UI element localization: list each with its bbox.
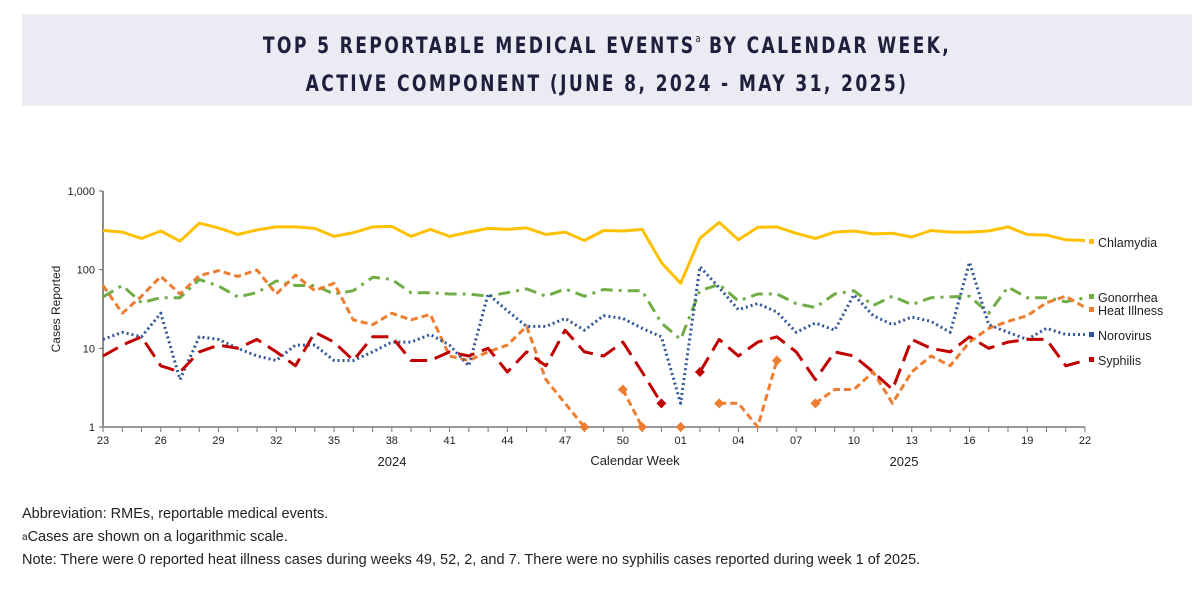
diamond-marker-heat-illness xyxy=(714,398,725,409)
diamond-marker-heat-illness xyxy=(579,422,590,432)
legend-label-gonorrhea: Gonorrhea xyxy=(1098,291,1158,305)
x-tick-label: 22 xyxy=(1079,435,1091,447)
diamond-marker-heat-illness xyxy=(617,384,628,395)
x-tick-label: 13 xyxy=(906,435,918,447)
y-tick-label: 10 xyxy=(83,343,95,355)
legend-label-syphilis: Syphilis xyxy=(1098,354,1141,368)
legend-label-heat-illness: Heat Illness xyxy=(1098,304,1163,318)
x-tick-label: 29 xyxy=(212,435,224,447)
footnotes: Abbreviation: RMEs, reportable medical e… xyxy=(22,503,920,572)
x-tick-label: 07 xyxy=(790,435,802,447)
diamond-marker-heat-illness xyxy=(771,355,782,366)
x-tick-label: 23 xyxy=(97,435,109,447)
y-tick-label: 100 xyxy=(77,265,95,277)
zero-cases-note: Note: There were 0 reported heat illness… xyxy=(22,552,921,568)
title-banner: TOP 5 REPORTABLE MEDICAL EVENTSa BY CALE… xyxy=(22,14,1192,106)
diamond-marker-syphilis xyxy=(656,398,667,409)
log-scale-footnote: aCases are shown on a logarithmic scale. xyxy=(22,529,288,545)
series-line-syphilis xyxy=(102,328,1086,405)
legend-marker-norovirus xyxy=(1089,332,1094,337)
x-tick-label: 50 xyxy=(617,435,629,447)
year-label-2025: 2025 xyxy=(890,454,919,469)
x-tick-label: 32 xyxy=(270,435,282,447)
x-tick-label: 26 xyxy=(155,435,167,447)
x-tick-label: 19 xyxy=(1021,435,1033,447)
x-tick-label: 10 xyxy=(848,435,860,447)
diamond-marker-heat-illness xyxy=(637,422,648,432)
legend-marker-heat-illness xyxy=(1089,307,1094,312)
series-line-norovirus xyxy=(102,260,1085,405)
diamond-marker-heat-illness xyxy=(810,398,821,409)
legend-label-chlamydia: Chlamydia xyxy=(1098,236,1157,250)
y-tick-label: 1 xyxy=(89,422,95,434)
x-tick-label: 38 xyxy=(386,435,398,447)
x-tick-label: 44 xyxy=(501,435,513,447)
x-axis-label: Calendar Week xyxy=(590,453,680,468)
series-line-chlamydia xyxy=(102,220,1086,285)
series-line-heat-illness xyxy=(101,268,1086,429)
chart-title-line-2: ACTIVE COMPONENT (JUNE 8, 2024 - MAY 31,… xyxy=(305,72,909,97)
x-tick-label: 16 xyxy=(963,435,975,447)
x-tick-label: 35 xyxy=(328,435,340,447)
diamond-marker-heat-illness xyxy=(675,422,686,432)
year-label-2024: 2024 xyxy=(378,454,407,469)
legend-marker-syphilis xyxy=(1089,357,1094,362)
diamond-marker-syphilis xyxy=(694,367,705,378)
x-tick-label: 04 xyxy=(732,435,744,447)
abbreviation-note: Abbreviation: RMEs, reportable medical e… xyxy=(22,506,329,522)
x-tick-label: 47 xyxy=(559,435,571,447)
y-axis-label: Cases Reported xyxy=(49,266,63,353)
legend-marker-gonorrhea xyxy=(1089,294,1094,299)
x-tick-label: 01 xyxy=(675,435,687,447)
legend-label-norovirus: Norovirus xyxy=(1098,329,1152,343)
x-tick-label: 41 xyxy=(443,435,455,447)
legend-marker-chlamydia xyxy=(1089,239,1094,244)
chart-title-line-1: TOP 5 REPORTABLE MEDICAL EVENTSa BY CALE… xyxy=(262,32,952,59)
y-tick-label: 1,000 xyxy=(67,186,95,198)
series-line-gonorrhea xyxy=(102,275,1086,341)
